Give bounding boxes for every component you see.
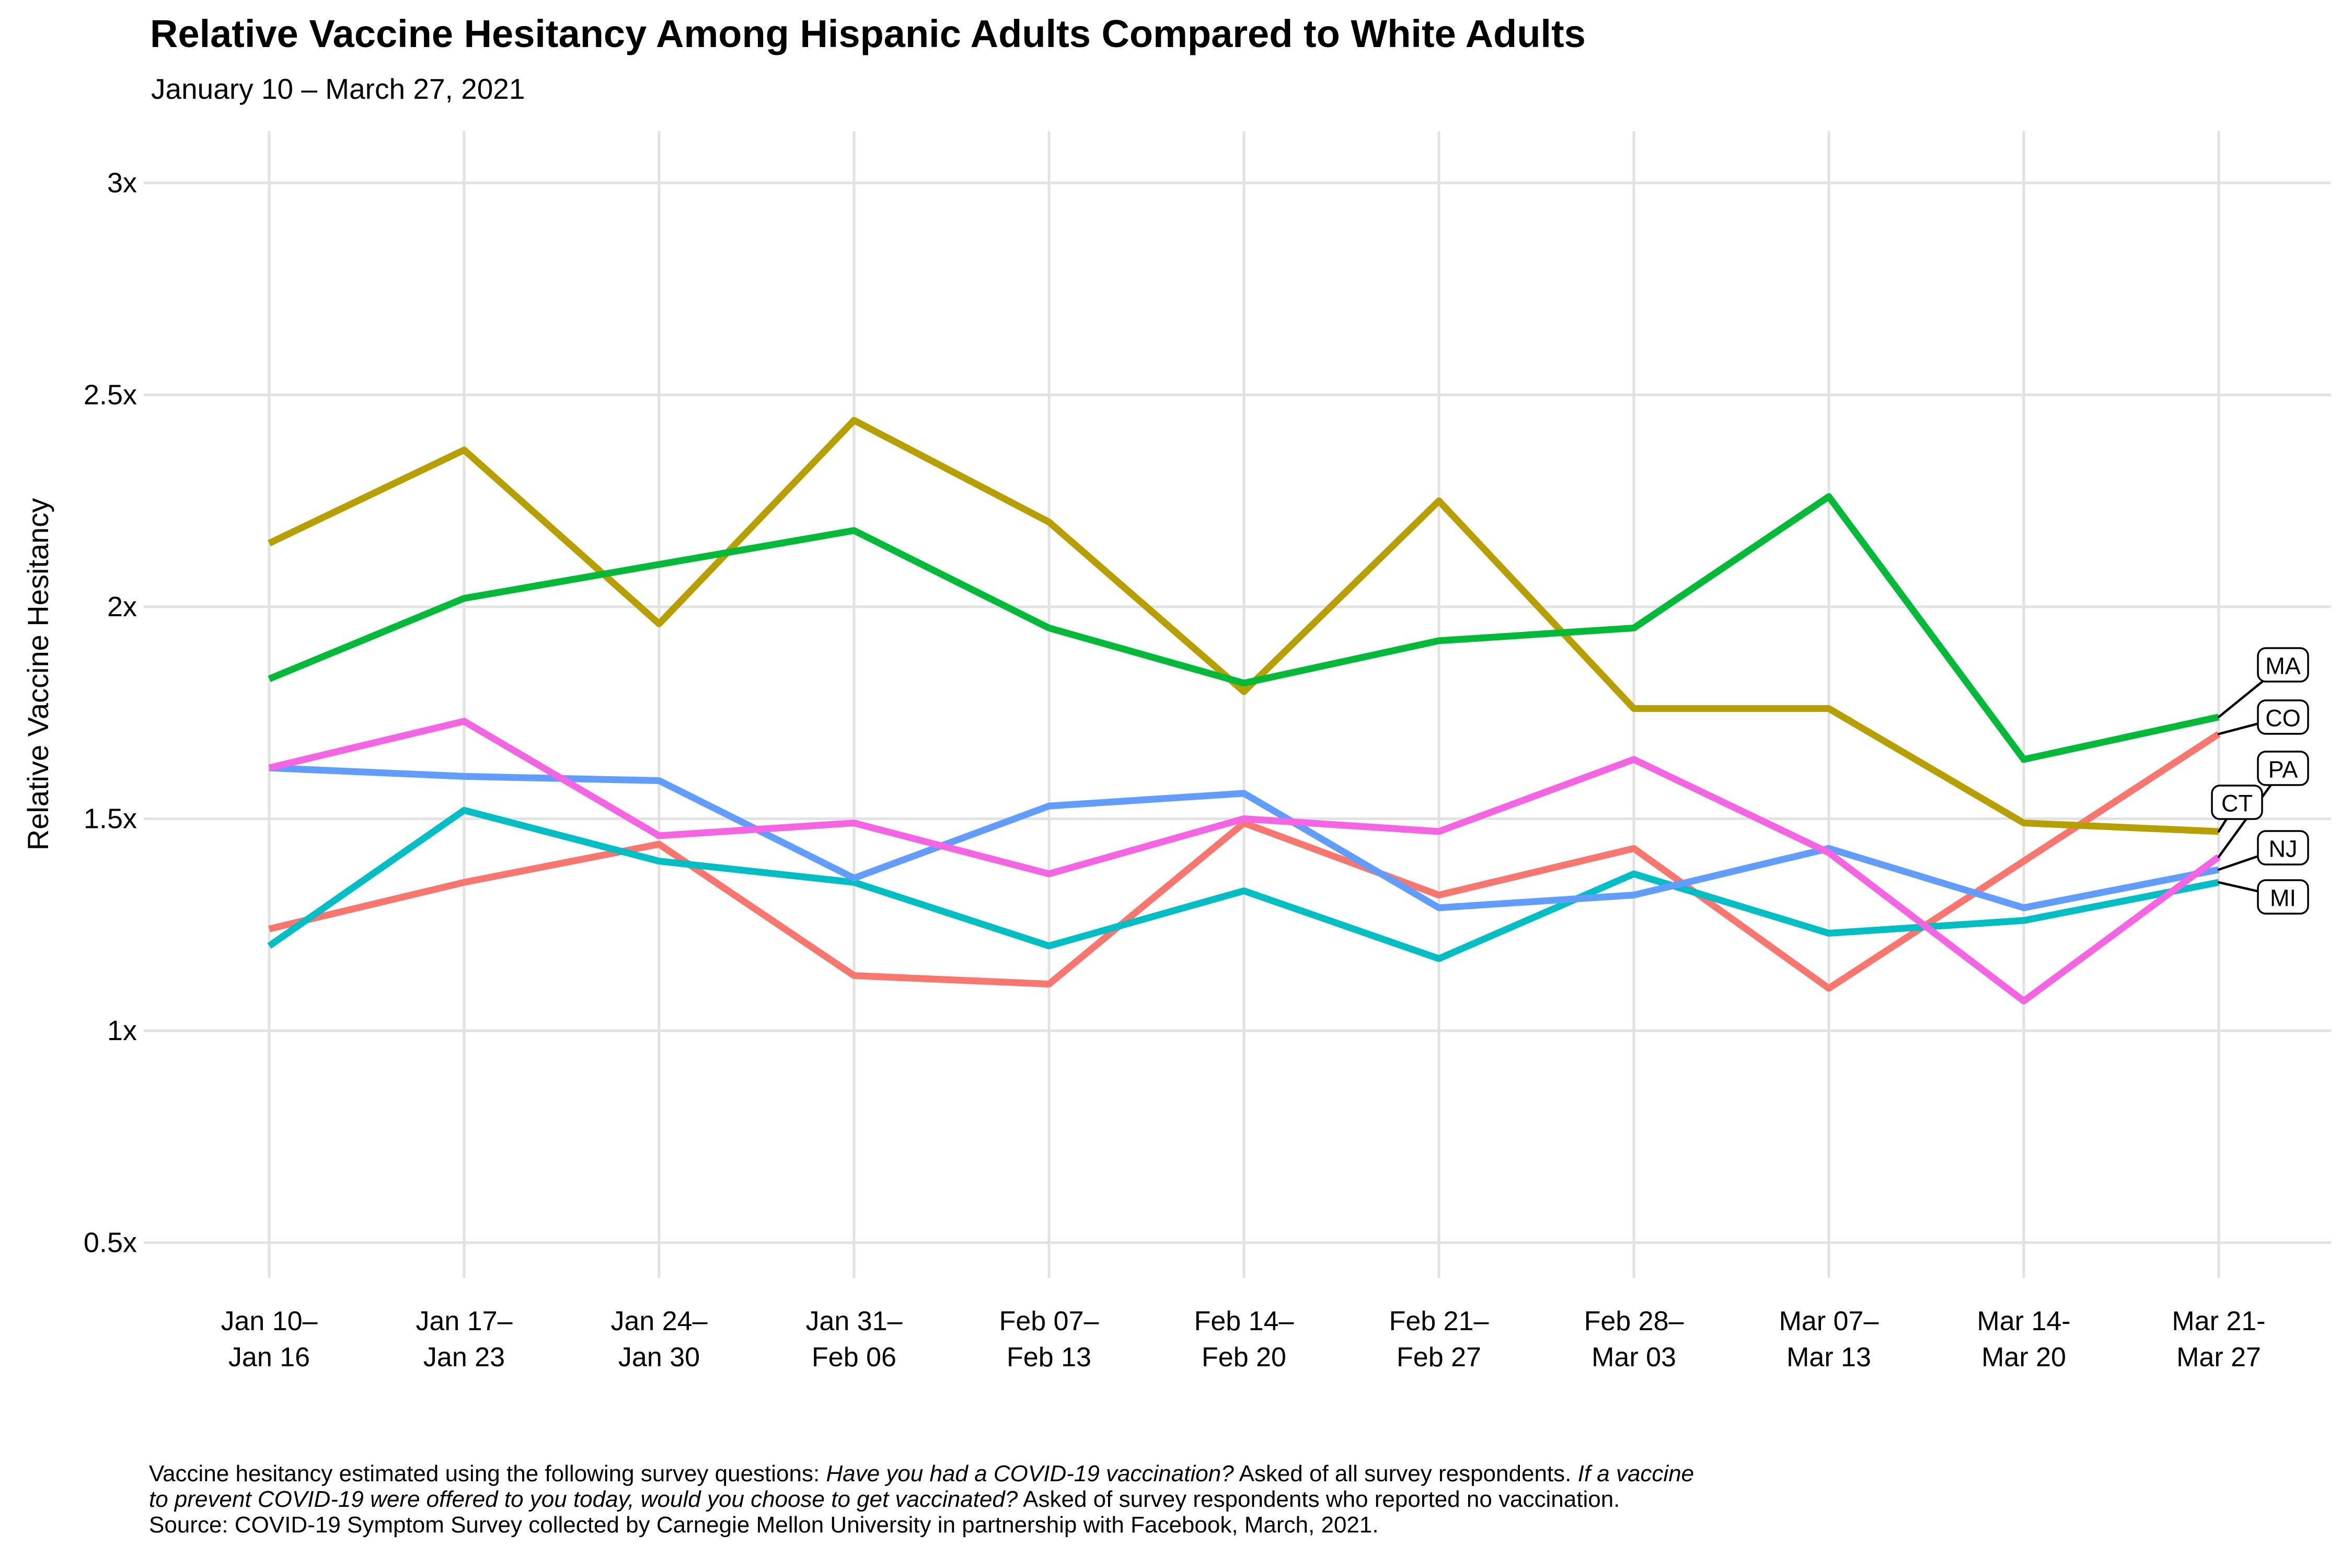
series-label-text-MA: MA xyxy=(2265,653,2301,679)
chart-subtitle: January 10 – March 27, 2021 xyxy=(151,73,525,105)
series-end-labels: MA CO PA CT NJ MI xyxy=(2211,647,2309,915)
series-label-box-MI xyxy=(2257,879,2309,915)
x-tick-label-line1: Jan 24– xyxy=(610,1306,707,1336)
footnote-line-2: to prevent COVID-19 were offered to you … xyxy=(149,1486,1620,1512)
y-tick-label: 1x xyxy=(107,1015,137,1046)
series-label-CT: CT xyxy=(2211,785,2263,820)
series-label-CO: CO xyxy=(2257,699,2309,735)
x-tick-label-line2: Mar 03 xyxy=(1592,1342,1676,1373)
x-tick-label-line2: Feb 13 xyxy=(1007,1342,1091,1373)
series-label-text-NJ: NJ xyxy=(2269,836,2298,862)
footnote-line-3: Source: COVID-19 Symptom Survey collecte… xyxy=(149,1512,1379,1538)
series-label-text-CO: CO xyxy=(2265,705,2301,732)
chart-title: Relative Vaccine Hesitancy Among Hispani… xyxy=(150,12,1586,55)
series-label-MI: MI xyxy=(2257,879,2309,915)
footnote-line-1: Vaccine hesitancy estimated using the fo… xyxy=(149,1461,1694,1486)
y-axis-labels: 3x 2.5x 2x 1.5x 1x 0.5x xyxy=(84,167,137,1259)
series-lines xyxy=(267,417,2221,1005)
x-tick-label-line1: Mar 21- xyxy=(2172,1306,2265,1336)
y-tick-label: 2x xyxy=(107,591,137,622)
series-line-MA xyxy=(268,493,2220,763)
series-line-CT xyxy=(268,417,2219,835)
x-tick-label-line2: Feb 06 xyxy=(812,1342,896,1373)
chart-footnote: Vaccine hesitancy estimated using the fo… xyxy=(149,1461,1694,1538)
x-tick-label-line2: Mar 13 xyxy=(1786,1342,1871,1373)
series-label-PA: PA xyxy=(2257,751,2309,786)
x-tick-label-line1: Feb 28– xyxy=(1584,1306,1684,1336)
x-tick-label-line2: Feb 20 xyxy=(1202,1342,1286,1373)
y-tick-label: 0.5x xyxy=(84,1227,137,1259)
series-line-MI xyxy=(267,806,2220,962)
x-tick-label-line1: Feb 21– xyxy=(1389,1306,1489,1336)
gridlines xyxy=(144,131,2331,1278)
x-tick-label-line1: Jan 10– xyxy=(221,1306,317,1336)
x-tick-label-line1: Mar 14- xyxy=(1977,1306,2070,1336)
series-label-NJ: NJ xyxy=(2257,830,2309,866)
x-tick-label-line1: Feb 07– xyxy=(999,1306,1099,1336)
x-tick-label-line1: Mar 07– xyxy=(1779,1306,1879,1336)
x-tick-label-line1: Jan 31– xyxy=(805,1306,902,1336)
series-line-CO xyxy=(268,731,2221,992)
series-label-box-NJ xyxy=(2257,830,2309,866)
x-tick-label-line2: Jan 16 xyxy=(228,1342,310,1373)
series-label-box-CT xyxy=(2211,785,2263,820)
series-label-text-PA: PA xyxy=(2268,756,2298,783)
series-label-box-PA xyxy=(2257,751,2309,786)
x-tick-label-line1: Jan 17– xyxy=(416,1306,512,1336)
x-tick-label-line2: Mar 27 xyxy=(2176,1342,2261,1373)
series-label-text-CT: CT xyxy=(2221,790,2253,817)
x-tick-label-line2: Jan 30 xyxy=(618,1342,700,1373)
x-axis-labels: Jan 10– Jan 16 Jan 17– Jan 23 Jan 24– Jan 30 J… xyxy=(221,1306,2265,1373)
series-label-text-MI: MI xyxy=(2270,885,2296,912)
x-tick-label-line2: Mar 20 xyxy=(1981,1342,2066,1373)
series-label-MA: MA xyxy=(2257,647,2309,683)
series-label-box-MA xyxy=(2257,647,2309,683)
series-line-NJ xyxy=(269,764,2220,912)
y-tick-label: 2.5x xyxy=(84,379,137,411)
x-tick-label-line2: Jan 23 xyxy=(423,1342,505,1373)
y-tick-label: 3x xyxy=(107,167,137,199)
series-line-PA xyxy=(268,718,2221,1005)
series-label-box-CO xyxy=(2257,699,2309,735)
x-tick-label-line2: Feb 27 xyxy=(1397,1342,1481,1373)
x-tick-label-line1: Feb 14– xyxy=(1194,1306,1294,1336)
y-tick-label: 1.5x xyxy=(84,803,137,835)
